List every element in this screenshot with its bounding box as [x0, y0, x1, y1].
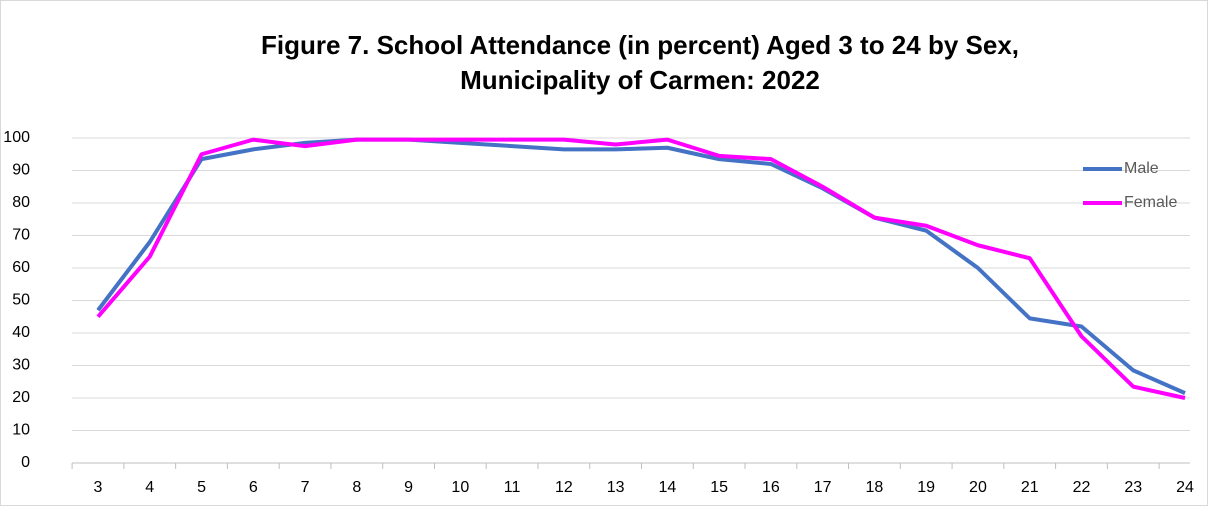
x-tick-label: 14 [658, 479, 676, 496]
x-tick-label: 22 [1073, 479, 1091, 496]
legend-label: Male [1124, 160, 1159, 177]
x-tick-label: 24 [1176, 479, 1194, 496]
x-tick-label: 5 [197, 479, 206, 496]
x-tick-label: 20 [969, 479, 987, 496]
x-tick-label: 21 [1021, 479, 1039, 496]
y-tick-label: 20 [12, 389, 30, 406]
y-tick-label: 30 [12, 357, 30, 374]
y-tick-label: 10 [12, 422, 30, 439]
y-tick-label: 40 [12, 324, 30, 341]
x-tick-label: 9 [404, 479, 413, 496]
y-tick-label: 70 [12, 227, 30, 244]
x-tick-label: 15 [710, 479, 728, 496]
y-tick-label: 90 [12, 162, 30, 179]
chart-title: Figure 7. School Attendance (in percent)… [261, 30, 1019, 60]
y-tick-label: 80 [12, 194, 30, 211]
y-tick-label: 50 [12, 292, 30, 309]
x-tick-label: 8 [352, 479, 361, 496]
series-line [96, 137, 1186, 395]
x-tick-label: 6 [249, 479, 258, 496]
x-tick-label: 23 [1124, 479, 1142, 496]
x-tick-label: 11 [504, 479, 521, 496]
x-tick-label: 16 [762, 479, 780, 496]
series-line [96, 137, 1186, 400]
y-tick-label: 100 [3, 129, 30, 146]
y-tick-label: 60 [12, 259, 30, 276]
x-tick-label: 4 [145, 479, 154, 496]
x-tick-label: 18 [866, 479, 884, 496]
x-tick-label: 19 [917, 479, 935, 496]
x-tick-label: 12 [555, 479, 573, 496]
chart-title: Municipality of Carmen: 2022 [460, 65, 820, 95]
y-tick-label: 0 [21, 454, 30, 471]
x-tick-label: 10 [451, 479, 469, 496]
x-tick-label: 3 [94, 479, 103, 496]
x-tick-label: 17 [814, 479, 832, 496]
x-tick-label: 7 [301, 479, 310, 496]
legend-label: Female [1124, 194, 1177, 211]
x-tick-label: 13 [607, 479, 625, 496]
